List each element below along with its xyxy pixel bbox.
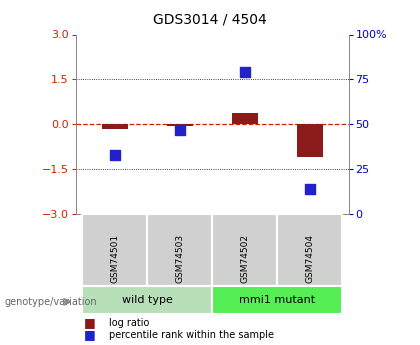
- Bar: [297, 124, 323, 157]
- Point: [176, 127, 183, 132]
- Bar: [82, 286, 212, 314]
- Point: [111, 152, 118, 157]
- Point: [306, 186, 313, 191]
- Text: genotype/variation: genotype/variation: [4, 297, 97, 307]
- Text: GSM74502: GSM74502: [240, 234, 249, 283]
- Point: [241, 69, 248, 75]
- Text: GSM74501: GSM74501: [110, 234, 119, 283]
- Bar: [82, 214, 147, 286]
- Text: GSM74503: GSM74503: [175, 234, 184, 283]
- Bar: [102, 124, 128, 129]
- Bar: [147, 214, 212, 286]
- Bar: [212, 286, 342, 314]
- Bar: [231, 113, 257, 124]
- Bar: [167, 124, 193, 126]
- Text: GSM74504: GSM74504: [305, 234, 314, 283]
- Text: ■: ■: [84, 328, 96, 341]
- Text: GDS3014 / 4504: GDS3014 / 4504: [153, 12, 267, 26]
- Bar: [212, 214, 277, 286]
- Text: mmi1 mutant: mmi1 mutant: [239, 295, 315, 305]
- Text: percentile rank within the sample: percentile rank within the sample: [109, 330, 274, 339]
- Text: wild type: wild type: [122, 295, 173, 305]
- Text: log ratio: log ratio: [109, 318, 150, 327]
- Text: ■: ■: [84, 316, 96, 329]
- Bar: [277, 214, 342, 286]
